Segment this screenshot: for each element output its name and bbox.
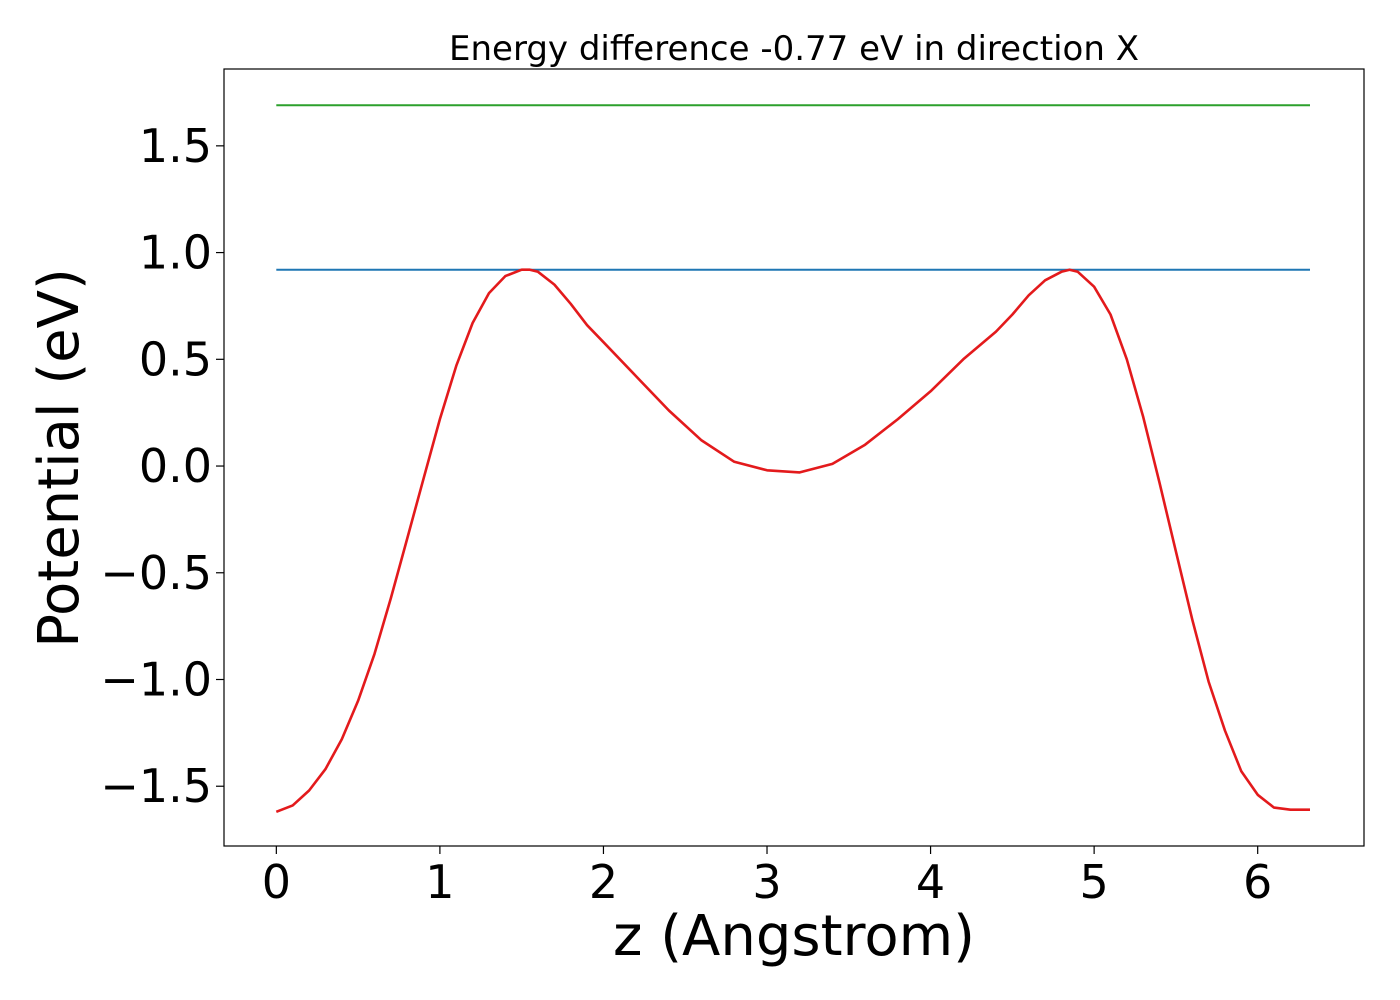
x-tick-label: 0 [262, 855, 291, 909]
plot-area [223, 68, 1365, 847]
series-line-potential [275, 268, 1310, 814]
y-axis: −1.5 −1.0 −0.5 0.0 0.5 1.0 1.5 [100, 119, 224, 813]
chart-title: Energy difference -0.77 eV in direction … [449, 29, 1139, 69]
x-axis-label: z (Angstrom) [613, 904, 975, 969]
plot-frame [223, 68, 1365, 847]
x-axis: 0 1 2 3 4 5 6 [262, 846, 1272, 909]
y-tick-label: 0.5 [139, 332, 212, 386]
x-tick-label: 2 [589, 855, 618, 909]
y-tick-label: −1.0 [100, 653, 212, 707]
x-tick-label: 4 [916, 855, 945, 909]
y-tick-label: −0.5 [100, 546, 212, 600]
x-tick-label: 3 [752, 855, 781, 909]
x-tick-label: 1 [425, 855, 454, 909]
y-tick-label: 0.0 [139, 439, 212, 493]
x-tick-label: 5 [1079, 855, 1108, 909]
x-tick-label: 6 [1243, 855, 1272, 909]
y-axis-label: Potential (eV) [27, 268, 92, 648]
y-tick-label: 1.5 [139, 119, 212, 173]
y-tick-label: −1.5 [100, 759, 212, 813]
y-tick-label: 1.0 [139, 226, 212, 280]
